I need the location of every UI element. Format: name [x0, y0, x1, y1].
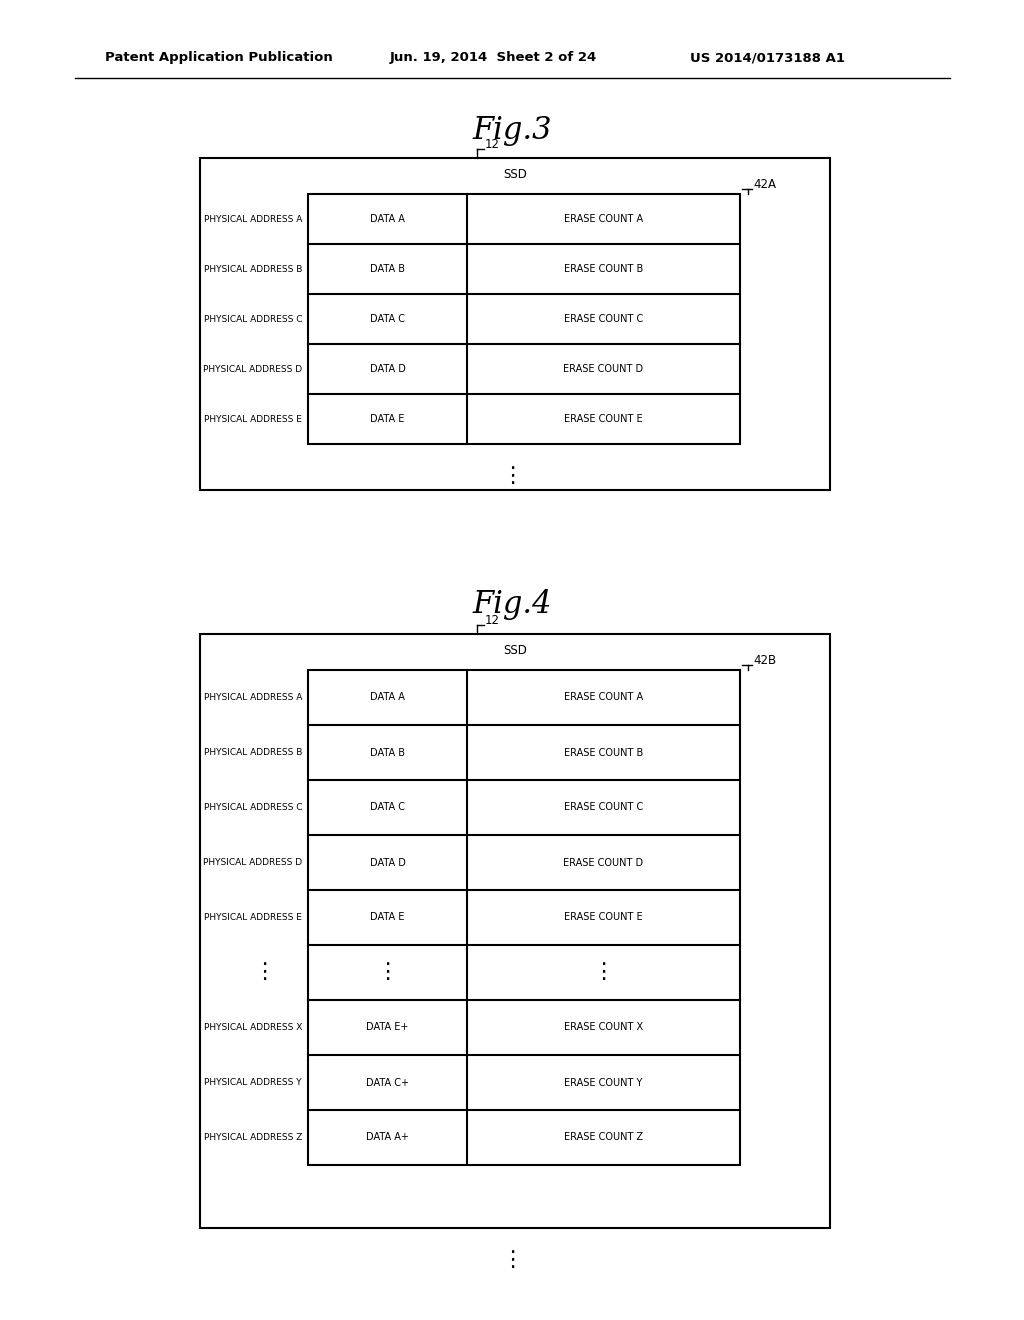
Text: PHYSICAL ADDRESS C: PHYSICAL ADDRESS C: [204, 314, 302, 323]
Text: DATA A: DATA A: [370, 693, 404, 702]
Text: ERASE COUNT Z: ERASE COUNT Z: [564, 1133, 643, 1143]
Bar: [308, 194, 740, 444]
Text: PHYSICAL ADDRESS Z: PHYSICAL ADDRESS Z: [204, 1133, 302, 1142]
Text: ERASE COUNT D: ERASE COUNT D: [563, 858, 643, 867]
Text: PHYSICAL ADDRESS Y: PHYSICAL ADDRESS Y: [205, 1078, 302, 1086]
Text: ERASE COUNT X: ERASE COUNT X: [564, 1023, 643, 1032]
Text: US 2014/0173188 A1: US 2014/0173188 A1: [690, 51, 845, 65]
Text: PHYSICAL ADDRESS C: PHYSICAL ADDRESS C: [204, 803, 302, 812]
Text: PHYSICAL ADDRESS B: PHYSICAL ADDRESS B: [204, 264, 302, 273]
Text: ERASE COUNT E: ERASE COUNT E: [564, 414, 643, 424]
Text: ⋮: ⋮: [253, 962, 275, 982]
Text: DATA E: DATA E: [371, 912, 404, 923]
Text: PHYSICAL ADDRESS E: PHYSICAL ADDRESS E: [204, 414, 302, 424]
Text: 12: 12: [485, 137, 500, 150]
Bar: [200, 158, 830, 490]
Text: PHYSICAL ADDRESS A: PHYSICAL ADDRESS A: [204, 693, 302, 702]
Text: PHYSICAL ADDRESS B: PHYSICAL ADDRESS B: [204, 748, 302, 756]
Text: DATA B: DATA B: [370, 747, 406, 758]
Bar: [200, 634, 830, 1228]
Text: ERASE COUNT B: ERASE COUNT B: [564, 747, 643, 758]
Text: ERASE COUNT C: ERASE COUNT C: [564, 803, 643, 813]
Text: 12: 12: [485, 614, 500, 627]
Text: 42A: 42A: [753, 177, 776, 190]
Text: 42B: 42B: [753, 653, 776, 667]
Text: ⋮: ⋮: [501, 466, 523, 486]
Text: ERASE COUNT B: ERASE COUNT B: [564, 264, 643, 275]
Text: PHYSICAL ADDRESS D: PHYSICAL ADDRESS D: [203, 858, 302, 867]
Text: DATA C+: DATA C+: [366, 1077, 409, 1088]
Text: Patent Application Publication: Patent Application Publication: [105, 51, 333, 65]
Bar: [308, 671, 740, 1166]
Text: DATA A: DATA A: [370, 214, 404, 224]
Text: SSD: SSD: [503, 168, 527, 181]
Text: PHYSICAL ADDRESS E: PHYSICAL ADDRESS E: [204, 913, 302, 921]
Text: DATA D: DATA D: [370, 364, 406, 374]
Text: ⋮: ⋮: [501, 1250, 523, 1270]
Text: DATA E+: DATA E+: [367, 1023, 409, 1032]
Text: Jun. 19, 2014  Sheet 2 of 24: Jun. 19, 2014 Sheet 2 of 24: [390, 51, 597, 65]
Text: ERASE COUNT C: ERASE COUNT C: [564, 314, 643, 323]
Text: ERASE COUNT D: ERASE COUNT D: [563, 364, 643, 374]
Text: ERASE COUNT E: ERASE COUNT E: [564, 912, 643, 923]
Text: PHYSICAL ADDRESS X: PHYSICAL ADDRESS X: [204, 1023, 302, 1032]
Text: ERASE COUNT Y: ERASE COUNT Y: [564, 1077, 643, 1088]
Text: ERASE COUNT A: ERASE COUNT A: [564, 214, 643, 224]
Text: ⋮: ⋮: [592, 962, 614, 982]
Text: DATA A+: DATA A+: [366, 1133, 409, 1143]
Text: ERASE COUNT A: ERASE COUNT A: [564, 693, 643, 702]
Text: Fig.3: Fig.3: [472, 115, 552, 145]
Text: SSD: SSD: [503, 644, 527, 656]
Text: PHYSICAL ADDRESS A: PHYSICAL ADDRESS A: [204, 214, 302, 223]
Text: DATA E: DATA E: [371, 414, 404, 424]
Text: DATA D: DATA D: [370, 858, 406, 867]
Text: PHYSICAL ADDRESS D: PHYSICAL ADDRESS D: [203, 364, 302, 374]
Text: Fig.4: Fig.4: [472, 589, 552, 619]
Text: DATA C: DATA C: [370, 803, 406, 813]
Text: DATA B: DATA B: [370, 264, 406, 275]
Text: ⋮: ⋮: [377, 962, 398, 982]
Text: DATA C: DATA C: [370, 314, 406, 323]
